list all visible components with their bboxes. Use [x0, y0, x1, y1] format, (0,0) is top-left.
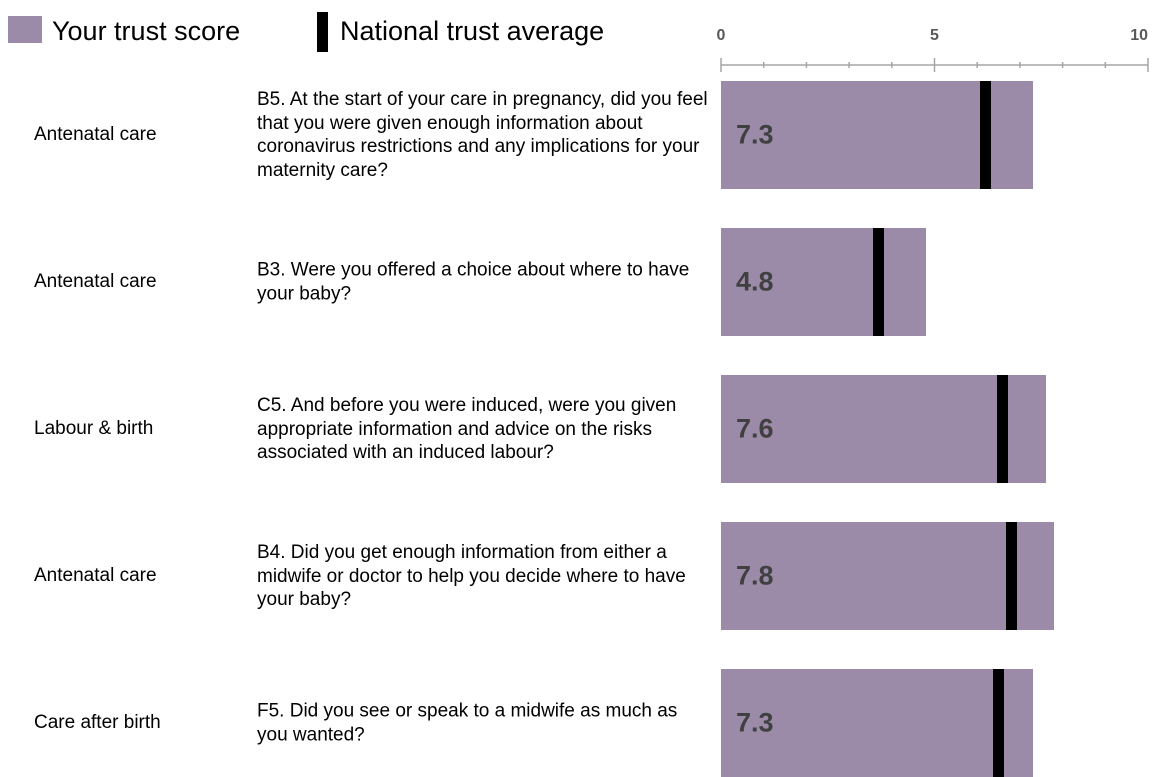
trust-score-value-label: 7.6	[736, 413, 774, 444]
row-question-text: B3. Were you offered a choice about wher…	[257, 259, 690, 305]
national-average-marker	[873, 228, 885, 336]
legend-swatch-national-average	[317, 12, 328, 52]
legend-label-national-average: National trust average	[340, 15, 605, 46]
row-category-label: Care after birth	[34, 712, 161, 733]
row-category-label: Antenatal care	[34, 565, 157, 586]
row-category-label: Antenatal care	[34, 271, 157, 292]
x-tick-label: 0	[717, 27, 726, 44]
legend-label-trust-score: Your trust score	[52, 16, 241, 46]
trust-score-bar: 7.6	[721, 375, 1046, 483]
legend-item-national-average: National trust average	[317, 12, 604, 52]
row-question-text: F5. Did you see or speak to a midwife as…	[257, 700, 678, 746]
x-tick-label: 5	[930, 27, 939, 44]
legend-item-trust-score: Your trust score	[8, 12, 240, 47]
chart-row: Antenatal care B3. Were you offered a cho…	[0, 228, 1160, 336]
row-question-text: B4. Did you get enough information from …	[257, 541, 686, 610]
x-axis: 0 5 10	[717, 27, 1149, 72]
national-average-marker	[1005, 522, 1017, 630]
chart-row: Antenatal care B5. At the start of your c…	[0, 81, 1160, 189]
row-category-label: Labour & birth	[34, 418, 154, 439]
trust-score-bar: 7.8	[721, 522, 1055, 630]
chart-row: Labour & birth C5. And before you were in…	[0, 375, 1160, 483]
legend-swatch-trust-score	[8, 16, 42, 43]
trust-score-value-label: 7.3	[736, 119, 774, 150]
trust-score-value-label: 7.3	[736, 707, 774, 738]
trust-score-value-label: 7.8	[736, 560, 774, 591]
row-question-text: B5. At the start of your care in pregnan…	[257, 89, 708, 181]
trust-score-bar: 7.3	[721, 669, 1033, 777]
national-average-marker	[993, 669, 1005, 777]
national-average-marker	[980, 81, 992, 189]
row-category-label: Antenatal care	[34, 124, 157, 145]
national-average-marker	[997, 375, 1009, 483]
row-question-text: C5. And before you were induced, were yo…	[257, 394, 677, 463]
chart-row: Care after birth F5. Did you see or speak…	[0, 669, 1160, 777]
trust-score-bar: 4.8	[721, 228, 926, 336]
x-tick-label: 10	[1130, 27, 1148, 44]
chart-row: Antenatal care B4. Did you get enough inf…	[0, 522, 1160, 630]
trust-score-value-label: 4.8	[736, 266, 774, 297]
